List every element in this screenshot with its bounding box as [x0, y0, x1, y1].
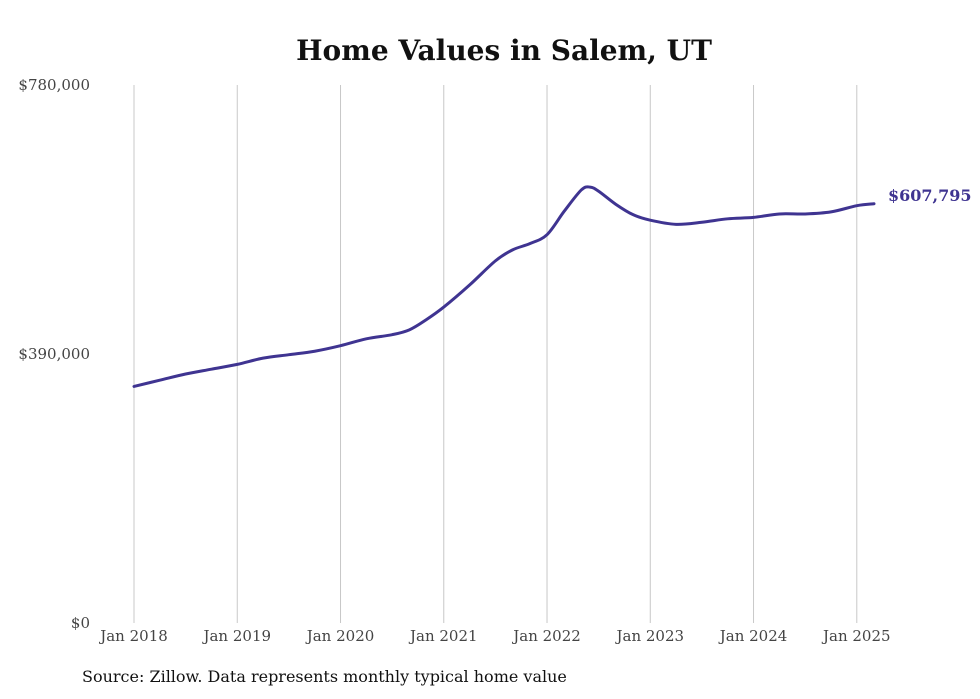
- x-tick-label: Jan 2024: [718, 627, 788, 645]
- x-tick-label: Jan 2020: [305, 627, 375, 645]
- gridlines: [133, 85, 858, 623]
- x-tick-label: Jan 2023: [614, 627, 684, 645]
- x-tick-label: Jan 2018: [98, 627, 168, 645]
- x-tick-label: Jan 2019: [201, 627, 271, 645]
- chart-title: Home Values in Salem, UT: [296, 34, 712, 67]
- y-axis-ticks: $780,000 $390,000 $0: [18, 76, 90, 632]
- end-value-label: $607,795: [888, 186, 972, 205]
- series-line: [132, 185, 876, 388]
- source-note: Source: Zillow. Data represents monthly …: [82, 667, 567, 686]
- x-tick-label: Jan 2022: [511, 627, 581, 645]
- series-layer: [132, 185, 876, 388]
- x-tick-label: Jan 2025: [821, 627, 891, 645]
- x-axis-ticks: Jan 2018 Jan 2019 Jan 2020 Jan 2021 Jan 2022…: [98, 627, 890, 645]
- y-tick-label: $780,000: [18, 76, 90, 94]
- y-tick-label: $0: [71, 614, 90, 632]
- y-tick-label: $390,000: [18, 345, 90, 363]
- x-tick-label: Jan 2021: [408, 627, 478, 645]
